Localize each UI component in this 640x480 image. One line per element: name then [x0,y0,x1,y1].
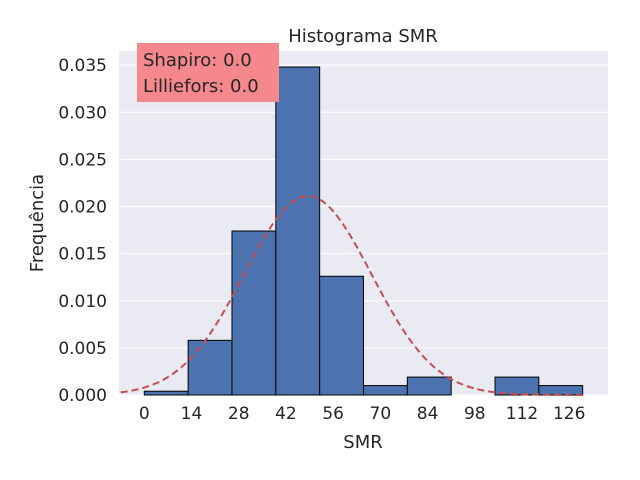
x-tick-label: 28 [228,404,250,424]
y-tick-label: 0.035 [58,56,107,76]
x-tick-label: 42 [275,404,297,424]
y-tick-labels: 0.000 0.005 0.010 0.015 0.020 0.025 0.030 0.035 [58,56,107,406]
histogram-bar [143,390,189,396]
annotation-shapiro: Shapiro: 0.0 [143,50,252,71]
x-tick-label: 56 [322,404,344,424]
histogram-bar [319,275,365,396]
y-tick-label: 0.010 [58,292,107,312]
annotation-box [137,43,279,102]
y-axis-label: Frequência [27,174,48,272]
y-tick-label: 0.030 [58,103,107,123]
histogram-bar [406,376,452,396]
chart-title: Histograma SMR [288,26,438,47]
histogram-bar [187,339,233,396]
normal-fit-line [120,195,583,396]
y-tick-label: 0.005 [58,339,107,359]
normality-annotation: Shapiro: 0.0 Lilliefors: 0.0 [137,43,279,102]
x-tick-labels: 0 14 28 42 56 70 84 98 112 126 [139,404,586,424]
annotation-lilliefors: Lilliefors: 0.0 [143,76,259,97]
y-tick-label: 0.025 [58,150,107,170]
x-tick-label: 84 [417,404,439,424]
bars [143,66,584,396]
histogram-bar [538,385,584,396]
x-tick-label: 14 [181,404,203,424]
y-tick-label: 0.000 [58,386,107,406]
x-tick-label: 126 [553,404,585,424]
histogram-bar [363,385,408,396]
histogram-bar [275,66,321,396]
x-tick-label: 98 [464,404,486,424]
x-tick-label: 112 [506,404,538,424]
y-tick-label: 0.020 [58,198,107,218]
x-axis-label: SMR [343,432,382,453]
x-tick-label: 70 [370,404,392,424]
y-tick-label: 0.015 [58,245,107,265]
histogram-bar [231,230,277,396]
x-tick-label: 0 [139,404,150,424]
